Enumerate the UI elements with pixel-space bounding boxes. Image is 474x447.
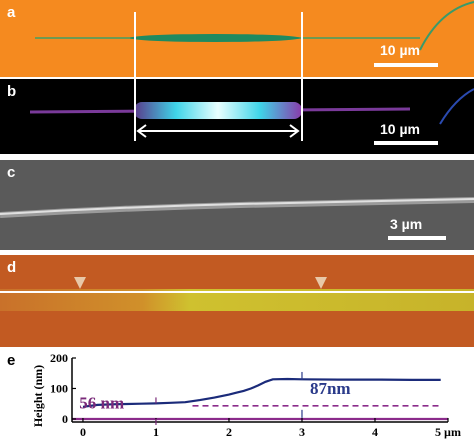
x-tick-label-1: 1	[153, 425, 159, 439]
panel-b-guide-right	[301, 79, 303, 141]
panel-d-label: d	[7, 259, 17, 276]
panel-b-length-arrow	[136, 124, 300, 138]
panel-a-scale-bar	[374, 63, 438, 67]
annotation-high: 87nm	[310, 379, 351, 398]
x-tick-label-4: 4	[372, 425, 378, 439]
panel-e: e 0 100 200 0 1 2 3 4 5 µm Height (nm) 56 nm 87nm	[0, 350, 474, 447]
y-tick-label-0: 0	[62, 412, 68, 426]
y-axis-label: Height (nm)	[31, 365, 45, 427]
panel-b-guide-left	[134, 79, 136, 141]
x-tick-label-2: 2	[226, 425, 232, 439]
x-tick-label-0: 0	[80, 425, 86, 439]
panel-b-label: b	[7, 83, 17, 100]
panel-a: a 10 µm	[0, 0, 474, 77]
panel-c-label: c	[7, 164, 16, 181]
panel-c: c 3 µm	[0, 160, 474, 250]
x-tick-label-3: 3	[299, 425, 305, 439]
annotation-low: 56 nm	[79, 393, 124, 412]
y-tick-label-100: 100	[50, 381, 68, 395]
panel-d-topography	[0, 277, 474, 311]
panel-b-emission	[29, 88, 474, 125]
panel-b-scale-bar	[374, 141, 438, 145]
panel-a-nanowire	[35, 1, 474, 51]
panel-e-label: e	[7, 352, 16, 369]
profile-series-0	[82, 377, 441, 408]
panel-a-guide-left	[134, 12, 136, 77]
panel-b-length-label: ~25 µm	[180, 137, 228, 153]
panel-a-label: a	[7, 4, 16, 21]
y-tick-label-200: 200	[50, 351, 68, 365]
panel-b: b 10 µm	[0, 79, 474, 154]
panel-d: d	[0, 255, 474, 347]
panel-c-scale-bar	[388, 236, 446, 240]
x-tick-label-5: 5 µm	[435, 425, 461, 439]
panel-a-guide-right	[301, 12, 303, 77]
height-profile-chart: 0 100 200 0 1 2 3 4 5 µm Height (nm) 56 nm 87nm	[31, 351, 461, 439]
panel-b-scale-label: 10 µm	[380, 121, 420, 137]
panel-c-nanowire	[0, 197, 474, 218]
panel-a-scale-label: 10 µm	[380, 42, 420, 58]
panel-c-scale-label: 3 µm	[390, 216, 423, 232]
